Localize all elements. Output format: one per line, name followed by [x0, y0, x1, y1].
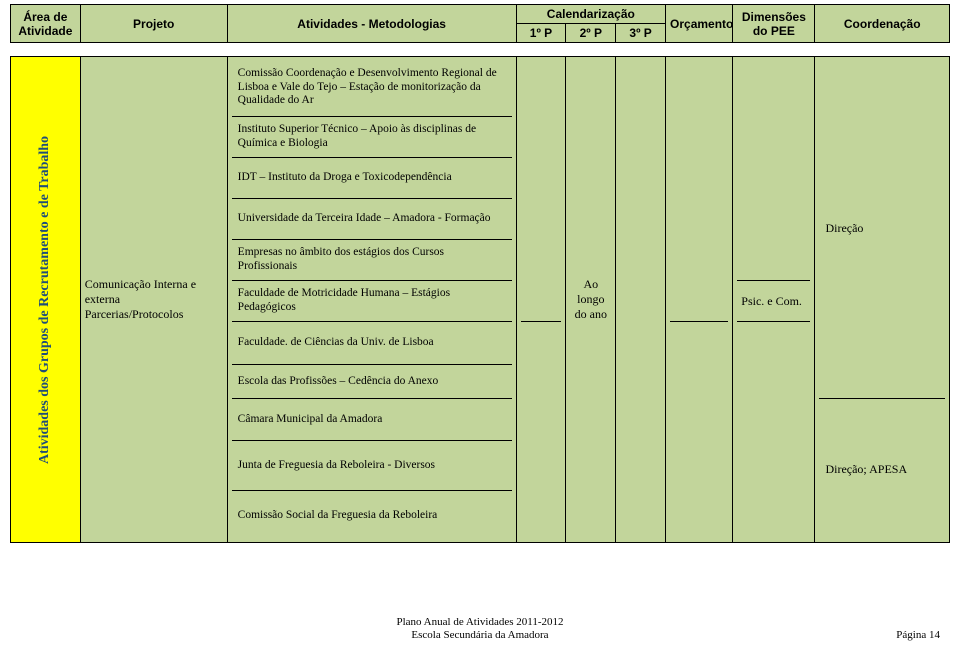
th-atividades: Atividades - Metodologias	[227, 5, 516, 43]
sidebar-rotated-label: Atividades dos Grupos de Recrutamento e …	[37, 135, 53, 463]
th-projeto: Projeto	[80, 5, 227, 43]
orcamento-block	[670, 322, 728, 540]
dimensoes-block: Psic. e Com.	[737, 281, 810, 322]
cal-1p-segment	[521, 59, 562, 322]
footer-page-number: Página 14	[896, 629, 940, 643]
activities-cell: Comissão Coordenação e Desenvolvimento R…	[227, 57, 516, 543]
sidebar-cell: Atividades dos Grupos de Recrutamento e …	[11, 57, 81, 543]
cal-3p-cell	[616, 57, 666, 543]
body-row: Atividades dos Grupos de Recrutamento e …	[11, 57, 950, 543]
page: Área de Atividade Projeto Atividades - M…	[0, 0, 960, 649]
header-row-1: Área de Atividade Projeto Atividades - M…	[11, 5, 950, 24]
th-dimensoes: Dimensões do PEE	[733, 5, 815, 43]
cal-1p-cell	[516, 57, 566, 543]
orcamento-block	[670, 59, 728, 322]
activity-row: Faculdade de Motricidade Humana – Estági…	[232, 281, 512, 322]
activity-row: Empresas no âmbito dos estágios dos Curs…	[232, 240, 512, 281]
activity-row: Universidade da Terceira Idade – Amadora…	[232, 199, 512, 240]
calendar-text: Ao longo do ano	[575, 277, 607, 321]
activity-row: Comissão Social da Freguesia da Reboleir…	[232, 491, 512, 540]
th-1p: 1º P	[516, 24, 566, 43]
coordenacao-cell: DireçãoDireção; APESA	[815, 57, 950, 543]
dimensoes-block	[737, 59, 810, 281]
page-footer: Plano Anual de Atividades 2011-2012 Esco…	[0, 616, 960, 644]
cal-2p-cell: Ao longo do ano	[566, 57, 616, 543]
cal-1p-segment	[521, 322, 562, 540]
activity-row: Junta de Freguesia da Reboleira - Divers…	[232, 441, 512, 491]
activity-row: Faculdade. de Ciências da Univ. de Lisbo…	[232, 322, 512, 365]
th-3p: 3º P	[616, 24, 666, 43]
dimensoes-cell: Psic. e Com.	[733, 57, 815, 543]
dimensoes-block	[737, 322, 810, 540]
activity-row: Escola das Profissões – Cedência do Anex…	[232, 365, 512, 399]
th-calendarizacao: Calendarização	[516, 5, 665, 24]
activity-row: Instituto Superior Técnico – Apoio às di…	[232, 117, 512, 158]
coordenacao-block: Direção	[819, 59, 945, 399]
main-table: Área de Atividade Projeto Atividades - M…	[10, 4, 950, 543]
coordenacao-block: Direção; APESA	[819, 399, 945, 540]
projeto-text: Comunicação Interna e externaParcerias/P…	[85, 277, 196, 321]
orcamento-cell	[666, 57, 733, 543]
activity-row: IDT – Instituto da Droga e Toxicodependê…	[232, 158, 512, 199]
th-2p: 2º P	[566, 24, 616, 43]
spacer-row	[11, 43, 950, 57]
th-area: Área de Atividade	[11, 5, 81, 43]
projeto-cell: Comunicação Interna e externaParcerias/P…	[80, 57, 227, 543]
th-orcamento: Orçamento	[666, 5, 733, 43]
activity-row: Comissão Coordenação e Desenvolvimento R…	[232, 59, 512, 117]
th-coordenacao: Coordenação	[815, 5, 950, 43]
footer-line-2: Escola Secundária da Amadora	[411, 629, 548, 641]
footer-line-1: Plano Anual de Atividades 2011-2012	[0, 616, 960, 630]
activity-row: Câmara Municipal da Amadora	[232, 399, 512, 441]
